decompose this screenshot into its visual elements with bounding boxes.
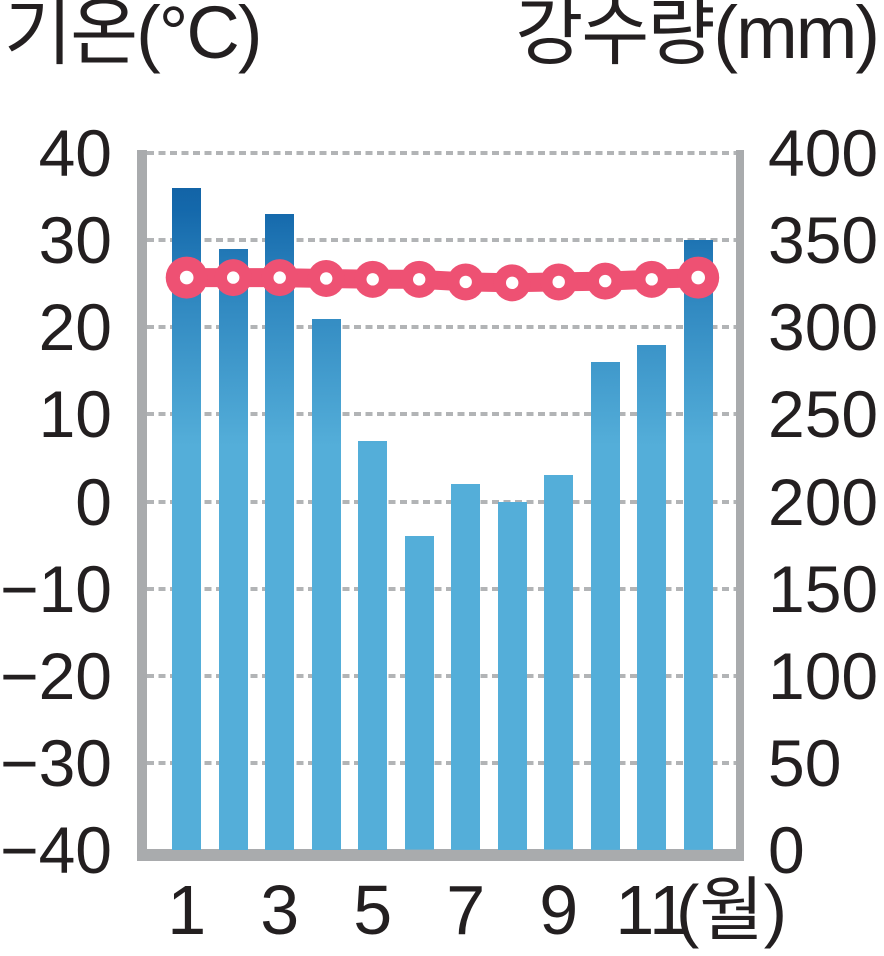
temp-marker-hole [413, 273, 426, 286]
gridline [147, 673, 736, 678]
temp-marker-hole [227, 271, 240, 284]
temp-marker-hole [273, 271, 286, 284]
temp-tick-40: 40 [38, 116, 112, 190]
plot-area [137, 150, 744, 861]
x-axis-unit-label: (월) [676, 871, 788, 949]
gridline [147, 586, 736, 591]
gridline [147, 325, 736, 330]
temp-tick-30: 30 [38, 203, 112, 278]
temp-tick-−40: −40 [0, 813, 112, 887]
temp-marker-hole [552, 275, 565, 289]
temp-marker-hole [506, 276, 519, 290]
temp-marker-hole [179, 270, 194, 285]
gridline [147, 238, 736, 243]
precip-tick-400: 400 [768, 116, 879, 190]
temp-axis-title: 기온(°C) [4, 0, 262, 74]
precip-bar-month-11 [637, 344, 667, 850]
x-tick-month-7: 7 [446, 871, 486, 949]
gridline [147, 499, 736, 504]
precip-tick-0: 0 [768, 813, 805, 887]
precip-bar-month-3 [265, 214, 295, 850]
precip-bar-month-8 [497, 501, 527, 850]
gridline [147, 760, 736, 765]
temp-tick-0: 0 [75, 464, 112, 539]
x-tick-month-5: 5 [353, 871, 393, 949]
x-tick-month-9: 9 [539, 871, 579, 949]
temp-tick-20: 20 [38, 290, 112, 365]
precip-bar-month-7 [451, 484, 481, 850]
x-tick-month-3: 3 [260, 871, 300, 949]
precip-tick-350: 350 [768, 203, 879, 278]
temp-line-layer [165, 256, 720, 302]
precip-bar-month-4 [311, 318, 341, 850]
precip-tick-150: 150 [768, 551, 879, 626]
precip-bar-month-5 [358, 440, 388, 850]
x-tick-month-1: 1 [167, 871, 207, 949]
precip-tick-200: 200 [768, 464, 879, 539]
precip-bar-month-12 [683, 240, 713, 850]
precip-tick-250: 250 [768, 377, 879, 452]
precip-bar-month-9 [544, 475, 574, 850]
precip-bar-month-10 [590, 362, 620, 850]
temp-marker-hole [645, 273, 658, 286]
left-axis-bar [137, 150, 147, 861]
plot-inner [147, 151, 736, 850]
right-axis-bar [736, 150, 744, 861]
temp-marker-hole [366, 273, 379, 286]
temp-marker-hole [599, 274, 612, 288]
precip-bar-month-2 [218, 248, 248, 850]
precip-tick-50: 50 [768, 725, 842, 800]
precip-tick-300: 300 [768, 290, 879, 365]
temp-tick-−20: −20 [0, 638, 112, 713]
gridline [147, 412, 736, 417]
temp-marker-hole [320, 272, 333, 285]
temp-tick-10: 10 [38, 377, 112, 452]
temp-marker-hole [691, 270, 705, 285]
precip-bar-month-6 [404, 536, 434, 850]
precip-tick-100: 100 [768, 638, 879, 713]
x-tick-month-11: 11 [615, 871, 689, 949]
temp-tick-−30: −30 [0, 725, 112, 800]
gridline [147, 151, 736, 155]
temp-marker-hole [459, 275, 472, 289]
x-axis-bar [137, 849, 744, 861]
temp-tick-−10: −10 [0, 551, 112, 626]
precip-axis-title: 강수량(mm) [515, 0, 880, 74]
